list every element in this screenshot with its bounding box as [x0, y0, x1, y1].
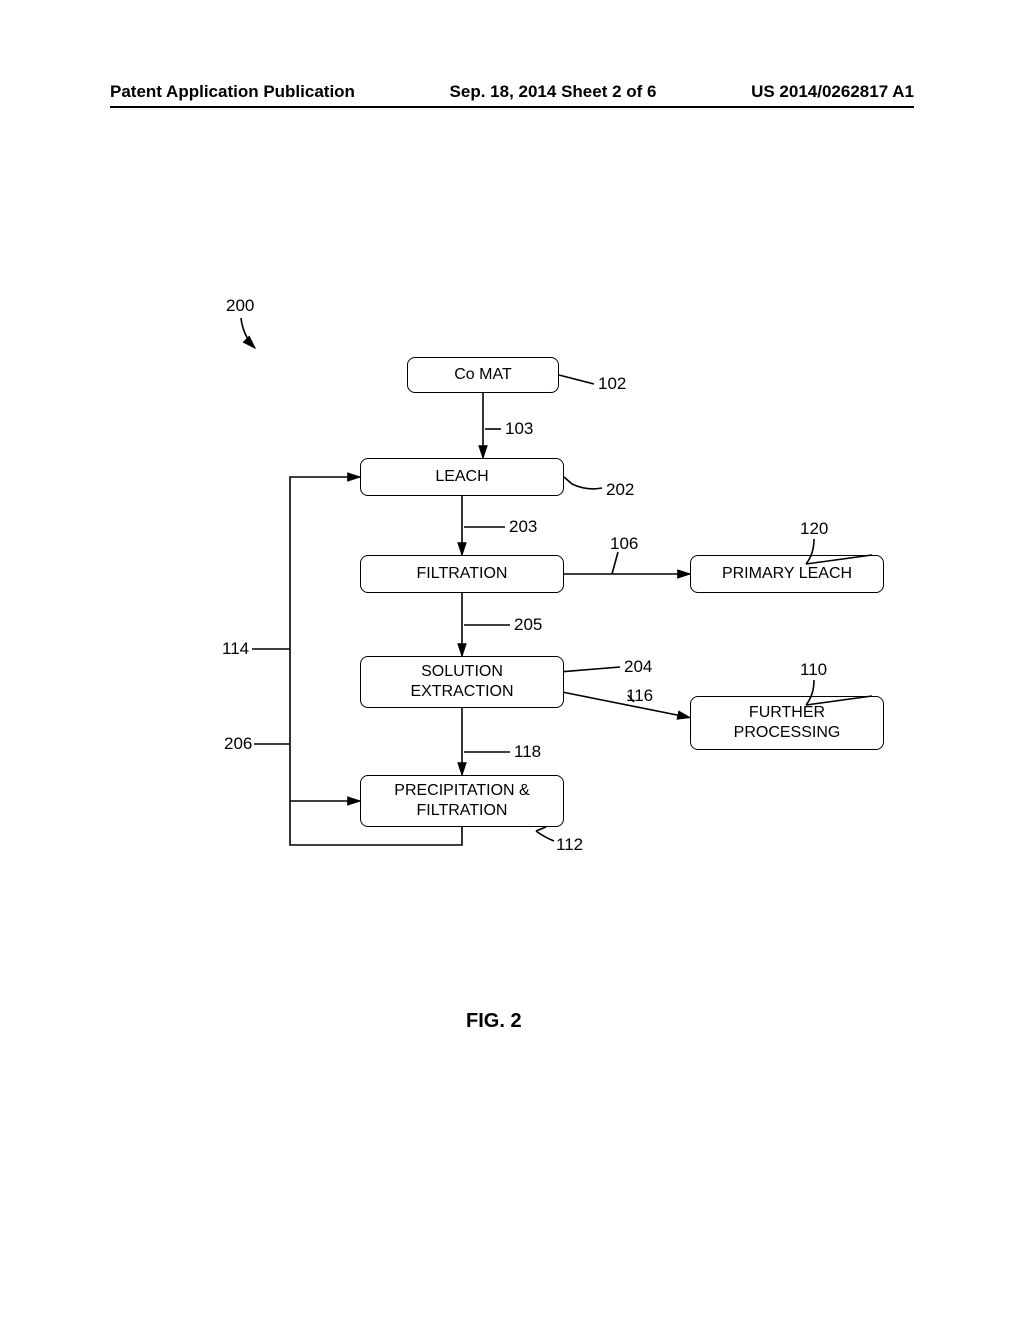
- connector-layer: [0, 0, 1024, 1320]
- figure-label: FIG. 2: [466, 1010, 522, 1033]
- diagram-canvas: Co MAT LEACH FILTRATION PRIMARY LEACH SO…: [0, 0, 1024, 1320]
